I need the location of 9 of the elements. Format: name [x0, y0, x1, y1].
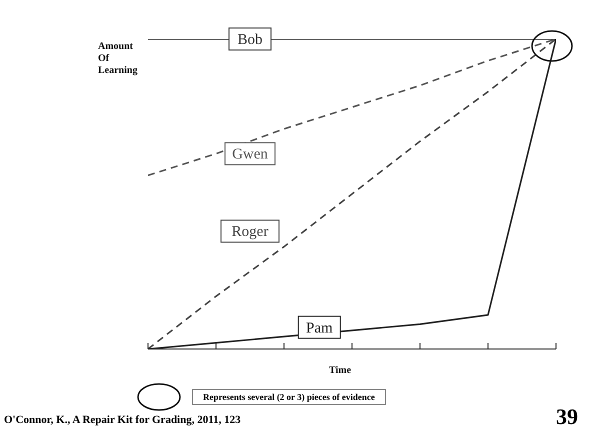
series-label: Roger: [232, 224, 268, 240]
series-label: Gwen: [232, 146, 268, 163]
series-label: Bob: [237, 32, 263, 48]
y-axis-title: Amount Of Learning: [98, 41, 138, 76]
series-label: Pam: [306, 320, 334, 336]
x-axis-title: Time: [328, 365, 352, 376]
text: O'Connor, K., A Repair Kit for Grading, 2011, 123: [4, 414, 241, 426]
text: Represents several (2 or 3) pieces of evidence: [192, 389, 386, 405]
text: 39: [556, 404, 578, 430]
